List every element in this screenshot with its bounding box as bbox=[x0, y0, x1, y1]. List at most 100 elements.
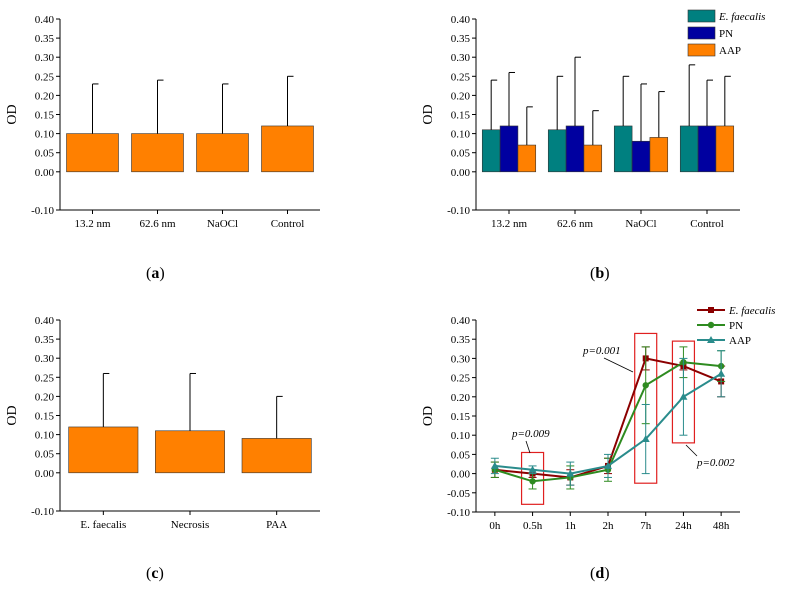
y-tick-label: 0.35 bbox=[35, 33, 55, 45]
y-tick-label: 0.00 bbox=[35, 468, 55, 480]
y-tick-label: 0.15 bbox=[35, 411, 55, 423]
x-tick-label: 62.6 nm bbox=[557, 218, 594, 230]
data-point bbox=[566, 469, 575, 477]
legend-swatch bbox=[687, 43, 716, 57]
y-tick-label: 0.25 bbox=[451, 373, 471, 385]
bar bbox=[68, 426, 139, 474]
data-point bbox=[717, 369, 726, 377]
x-tick-label: 2h bbox=[603, 520, 615, 532]
x-tick-label: 7h bbox=[640, 520, 652, 532]
annotation-arrow bbox=[685, 444, 698, 457]
y-tick-label: -0.05 bbox=[447, 488, 470, 500]
y-tick-label: 0.30 bbox=[451, 52, 471, 64]
y-tick-label: 0.30 bbox=[35, 353, 55, 365]
y-axis-label: OD bbox=[421, 104, 436, 124]
data-point bbox=[528, 465, 537, 473]
y-tick-label: 0.20 bbox=[35, 90, 55, 102]
x-tick-label: 24h bbox=[675, 520, 692, 532]
y-tick-label: -0.10 bbox=[31, 506, 54, 518]
data-point bbox=[490, 461, 499, 469]
legend: E. faecalis PN AAP bbox=[697, 305, 775, 347]
data-point bbox=[529, 478, 536, 485]
y-tick-label: 0.05 bbox=[35, 148, 55, 160]
y-tick-label: 0.00 bbox=[451, 469, 471, 481]
bar bbox=[715, 125, 735, 173]
x-tick-label: NaOCl bbox=[625, 218, 656, 230]
bar bbox=[679, 125, 699, 173]
bar bbox=[481, 129, 501, 173]
y-tick-label: 0.30 bbox=[451, 353, 471, 365]
y-tick-label: 0.05 bbox=[451, 449, 471, 461]
data-point bbox=[642, 382, 649, 389]
legend-swatch bbox=[687, 9, 716, 23]
bar bbox=[196, 133, 249, 173]
y-tick-label: 0.10 bbox=[451, 129, 471, 141]
bar bbox=[697, 125, 717, 173]
bar bbox=[649, 137, 669, 173]
y-tick-label: 0.40 bbox=[35, 14, 55, 26]
panel-label-d: (d) bbox=[590, 565, 610, 582]
y-tick-label: 0.35 bbox=[35, 334, 55, 346]
x-tick-label: E. faecalis bbox=[80, 519, 126, 531]
x-tick-label: Control bbox=[690, 218, 724, 230]
bar bbox=[66, 133, 119, 173]
y-tick-label: 0.25 bbox=[35, 372, 55, 384]
x-tick-label: NaOCl bbox=[207, 218, 238, 230]
bar bbox=[565, 125, 585, 173]
panel-label-c: (c) bbox=[146, 565, 164, 582]
legend-label: PN bbox=[719, 28, 733, 40]
bar bbox=[499, 125, 519, 173]
y-tick-label: 0.20 bbox=[35, 391, 55, 403]
bar bbox=[547, 129, 567, 173]
x-tick-label: 0.5h bbox=[523, 520, 543, 532]
data-point bbox=[679, 392, 688, 400]
chart-panel-1: -0.10 0.00 0.05 0.10 0.15 0.20 0.25 0.30 0.35 0.4… bbox=[5, 14, 320, 230]
panel-label-a: (a) bbox=[146, 265, 165, 282]
y-tick-label: 0.10 bbox=[35, 129, 55, 141]
y-tick-label: 0.10 bbox=[451, 430, 471, 442]
bar bbox=[613, 125, 633, 173]
panel-label-b: (b) bbox=[590, 265, 610, 282]
y-tick-label: 0.20 bbox=[451, 90, 471, 102]
y-tick-label: 0.10 bbox=[35, 430, 55, 442]
x-tick-label: 48h bbox=[713, 520, 730, 532]
annotation-label: p=0.002 bbox=[696, 457, 735, 469]
y-tick-label: 0.40 bbox=[451, 14, 471, 26]
y-axis-label: OD bbox=[421, 406, 436, 426]
x-tick-label: 62.6 nm bbox=[139, 218, 176, 230]
bar bbox=[155, 430, 225, 474]
x-tick-label: 13.2 nm bbox=[491, 218, 528, 230]
legend-marker bbox=[708, 307, 714, 313]
x-tick-label: Control bbox=[271, 218, 305, 230]
legend-label: E. faecalis bbox=[718, 11, 765, 23]
legend-swatch bbox=[687, 26, 716, 40]
y-tick-label: 0.15 bbox=[451, 411, 471, 423]
chart-panel-2: -0.10 0.00 0.05 0.10 0.15 0.20 0.25 0.30 0.35 0.4… bbox=[421, 9, 765, 230]
bar bbox=[583, 144, 603, 173]
bar bbox=[631, 140, 651, 173]
bar bbox=[131, 133, 184, 173]
y-tick-label: 0.15 bbox=[35, 110, 55, 122]
chart-panel-4: -0.10 -0.05 0.00 0.05 0.10 0.15 0.20 0.25 0.30 0.… bbox=[421, 305, 775, 532]
annotation-arrow bbox=[603, 357, 634, 373]
y-tick-label: 0.25 bbox=[451, 71, 471, 83]
y-tick-label: -0.10 bbox=[447, 507, 470, 519]
y-tick-label: 0.35 bbox=[451, 334, 471, 346]
bar bbox=[241, 438, 312, 474]
y-tick-label: 0.05 bbox=[451, 148, 471, 160]
data-point bbox=[604, 461, 612, 469]
x-tick-label: 1h bbox=[565, 520, 577, 532]
annotation-arrow bbox=[525, 440, 531, 454]
legend-marker bbox=[707, 336, 715, 343]
legend: E. faecalis PN AAP bbox=[687, 9, 765, 57]
annotation-label: p=0.001 bbox=[582, 345, 621, 357]
y-tick-label: -0.10 bbox=[31, 205, 54, 217]
y-axis-label: OD bbox=[5, 405, 20, 425]
legend-label: AAP bbox=[719, 45, 741, 57]
y-tick-label: 0.35 bbox=[451, 33, 471, 45]
legend-label: E. faecalis bbox=[728, 305, 775, 317]
legend-marker bbox=[707, 321, 715, 329]
y-tick-label: 0.15 bbox=[451, 110, 471, 122]
bar bbox=[517, 144, 537, 173]
